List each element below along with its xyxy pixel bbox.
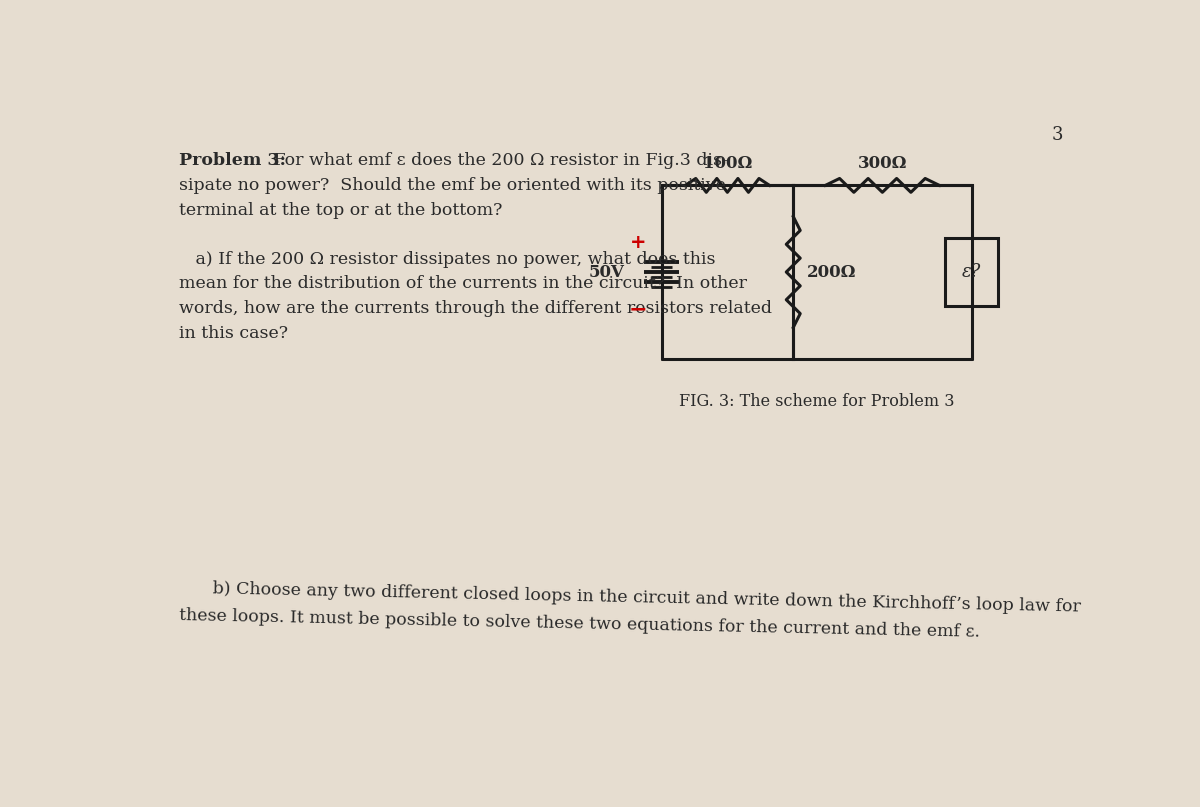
Text: mean for the distribution of the currents in the circuit?  In other: mean for the distribution of the current…	[180, 275, 748, 292]
Text: 200Ω: 200Ω	[808, 264, 857, 281]
Text: 300Ω: 300Ω	[858, 154, 907, 172]
Text: FIG. 3: The scheme for Problem 3: FIG. 3: The scheme for Problem 3	[679, 393, 954, 410]
Text: −: −	[629, 299, 648, 319]
Text: 3: 3	[1051, 126, 1063, 144]
Text: b) Choose any two different closed loops in the circuit and write down the Kirch: b) Choose any two different closed loops…	[197, 580, 1081, 616]
Text: a) If the 200 Ω resistor dissipates no power, what does this: a) If the 200 Ω resistor dissipates no p…	[180, 251, 716, 268]
Text: terminal at the top or at the bottom?: terminal at the top or at the bottom?	[180, 202, 503, 219]
Text: For what emf ε does the 200 Ω resistor in Fig.3 dis-: For what emf ε does the 200 Ω resistor i…	[268, 153, 727, 169]
Text: Problem 3:: Problem 3:	[180, 153, 287, 169]
FancyBboxPatch shape	[946, 238, 998, 306]
Text: ε?: ε?	[962, 263, 982, 281]
Text: these loops. It must be possible to solve these two equations for the current an: these loops. It must be possible to solv…	[180, 607, 980, 640]
Text: 100Ω: 100Ω	[703, 154, 752, 172]
Text: words, how are the currents through the different resistors related: words, how are the currents through the …	[180, 300, 773, 317]
Text: 50V: 50V	[588, 264, 624, 281]
Text: sipate no power?  Should the emf be oriented with its positive: sipate no power? Should the emf be orien…	[180, 177, 726, 194]
Text: in this case?: in this case?	[180, 324, 288, 341]
Text: +: +	[630, 233, 647, 253]
